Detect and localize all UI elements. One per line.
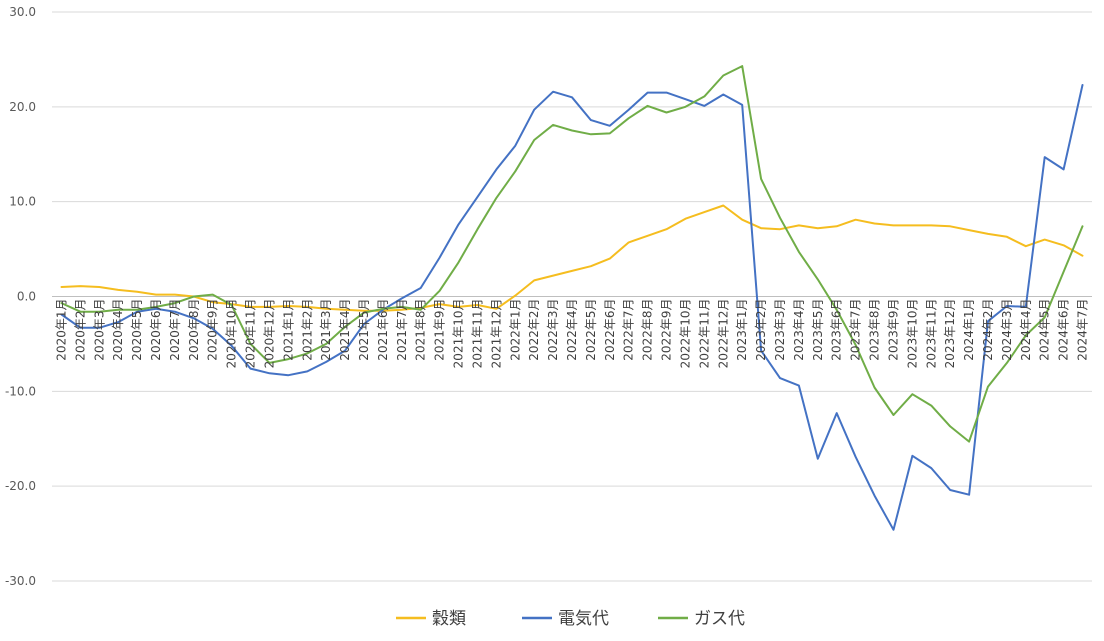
x-tick-label: 2023年5月 <box>811 299 825 361</box>
x-tick-label: 2023年6月 <box>830 299 844 361</box>
y-axis-tick-labels: 30.0 20.0 10.0 0.0 -10.0 -20.0 -30.0 <box>5 5 36 588</box>
x-tick-label: 2021年4月 <box>338 299 352 361</box>
x-tick-label: 2023年12月 <box>943 299 957 369</box>
x-tick-label: 2023年7月 <box>849 299 863 361</box>
x-tick-label: 2023年4月 <box>792 299 806 361</box>
series-line-1 <box>60 84 1084 531</box>
x-tick-label: 2021年5月 <box>357 299 371 361</box>
x-tick-label: 2023年10月 <box>905 299 919 369</box>
x-tick-label: 2024年4月 <box>1019 299 1033 361</box>
x-tick-label: 2020年11月 <box>244 299 258 369</box>
y-tick-label: 20.0 <box>9 100 36 114</box>
x-tick-label: 2022年1月 <box>508 299 522 361</box>
legend-label: 電気代 <box>558 609 609 629</box>
x-tick-label: 2021年10月 <box>452 298 466 368</box>
x-tick-label: 2024年1月 <box>962 298 976 360</box>
x-tick-label: 2022年9月 <box>660 299 674 361</box>
x-tick-label: 2021年2月 <box>300 299 314 361</box>
y-tick-label: -30.0 <box>5 574 36 588</box>
x-tick-label: 2020年1月 <box>54 299 68 361</box>
x-tick-label: 2021年6月 <box>376 299 390 361</box>
x-tick-label: 2022年3月 <box>546 299 560 361</box>
x-tick-label: 2023年8月 <box>868 299 882 361</box>
x-tick-label: 2023年1月 <box>735 299 749 361</box>
x-tick-label: 2024年5月 <box>1038 299 1052 361</box>
x-tick-label: 2020年12月 <box>262 299 276 369</box>
x-tick-label: 2023年2月 <box>754 299 768 361</box>
x-tick-label: 2021年12月 <box>489 299 503 369</box>
y-tick-label: 30.0 <box>9 5 36 19</box>
x-tick-label: 2022年6月 <box>603 299 617 361</box>
x-tick-label: 2023年9月 <box>886 299 900 361</box>
y-tick-label: -20.0 <box>5 479 36 493</box>
x-tick-label: 2023年11月 <box>924 299 938 369</box>
x-tick-label: 2022年11月 <box>697 299 711 369</box>
x-tick-label: 2020年4月 <box>111 299 125 361</box>
x-tick-label: 2020年8月 <box>187 299 201 361</box>
x-tick-label: 2024年6月 <box>1057 299 1071 361</box>
x-tick-label: 2023年3月 <box>773 299 787 361</box>
y-tick-label: 0.0 <box>17 290 36 304</box>
x-tick-label: 2024年2月 <box>981 299 995 361</box>
x-tick-label: 2022年8月 <box>641 299 655 361</box>
x-tick-label: 2021年1月 <box>281 299 295 361</box>
x-tick-label: 2022年2月 <box>527 299 541 361</box>
legend-label: ガス代 <box>694 609 745 629</box>
x-tick-label: 2021年8月 <box>414 299 428 361</box>
y-tick-label: 10.0 <box>9 195 36 209</box>
x-tick-label: 2022年12月 <box>716 299 730 369</box>
x-tick-label: 2021年3月 <box>319 299 333 361</box>
x-tick-label: 2022年7月 <box>622 299 636 361</box>
x-tick-label: 2020年10月 <box>225 299 239 369</box>
x-tick-label: 2022年5月 <box>584 299 598 361</box>
x-tick-label: 2024年3月 <box>1000 299 1014 361</box>
y-tick-label: -10.0 <box>5 384 36 398</box>
x-tick-label: 2020年5月 <box>130 299 144 361</box>
x-tick-label: 2022年4月 <box>565 299 579 361</box>
x-tick-label: 2021年9月 <box>433 299 447 361</box>
x-tick-label: 2024年7月 <box>1076 299 1090 361</box>
x-tick-label: 2020年2月 <box>73 299 87 361</box>
x-tick-label: 2020年3月 <box>92 299 106 361</box>
x-tick-label: 2020年7月 <box>168 299 182 361</box>
x-tick-label: 2020年9月 <box>206 299 220 361</box>
x-tick-label: 2021年11月 <box>470 299 484 369</box>
x-tick-label: 2021年7月 <box>395 299 409 361</box>
series-line-2 <box>60 65 1084 443</box>
x-axis-tick-labels: 2020年1月 2020年2月 2020年3月 2020年4月 2020年5月 2020年… <box>54 298 1089 368</box>
legend: 穀類 電気代 ガス代 <box>396 609 745 629</box>
x-tick-label: 2022年10月 <box>678 299 692 369</box>
series-lines <box>60 65 1084 531</box>
legend-label: 穀類 <box>432 609 466 629</box>
x-tick-label: 2020年6月 <box>149 299 163 361</box>
